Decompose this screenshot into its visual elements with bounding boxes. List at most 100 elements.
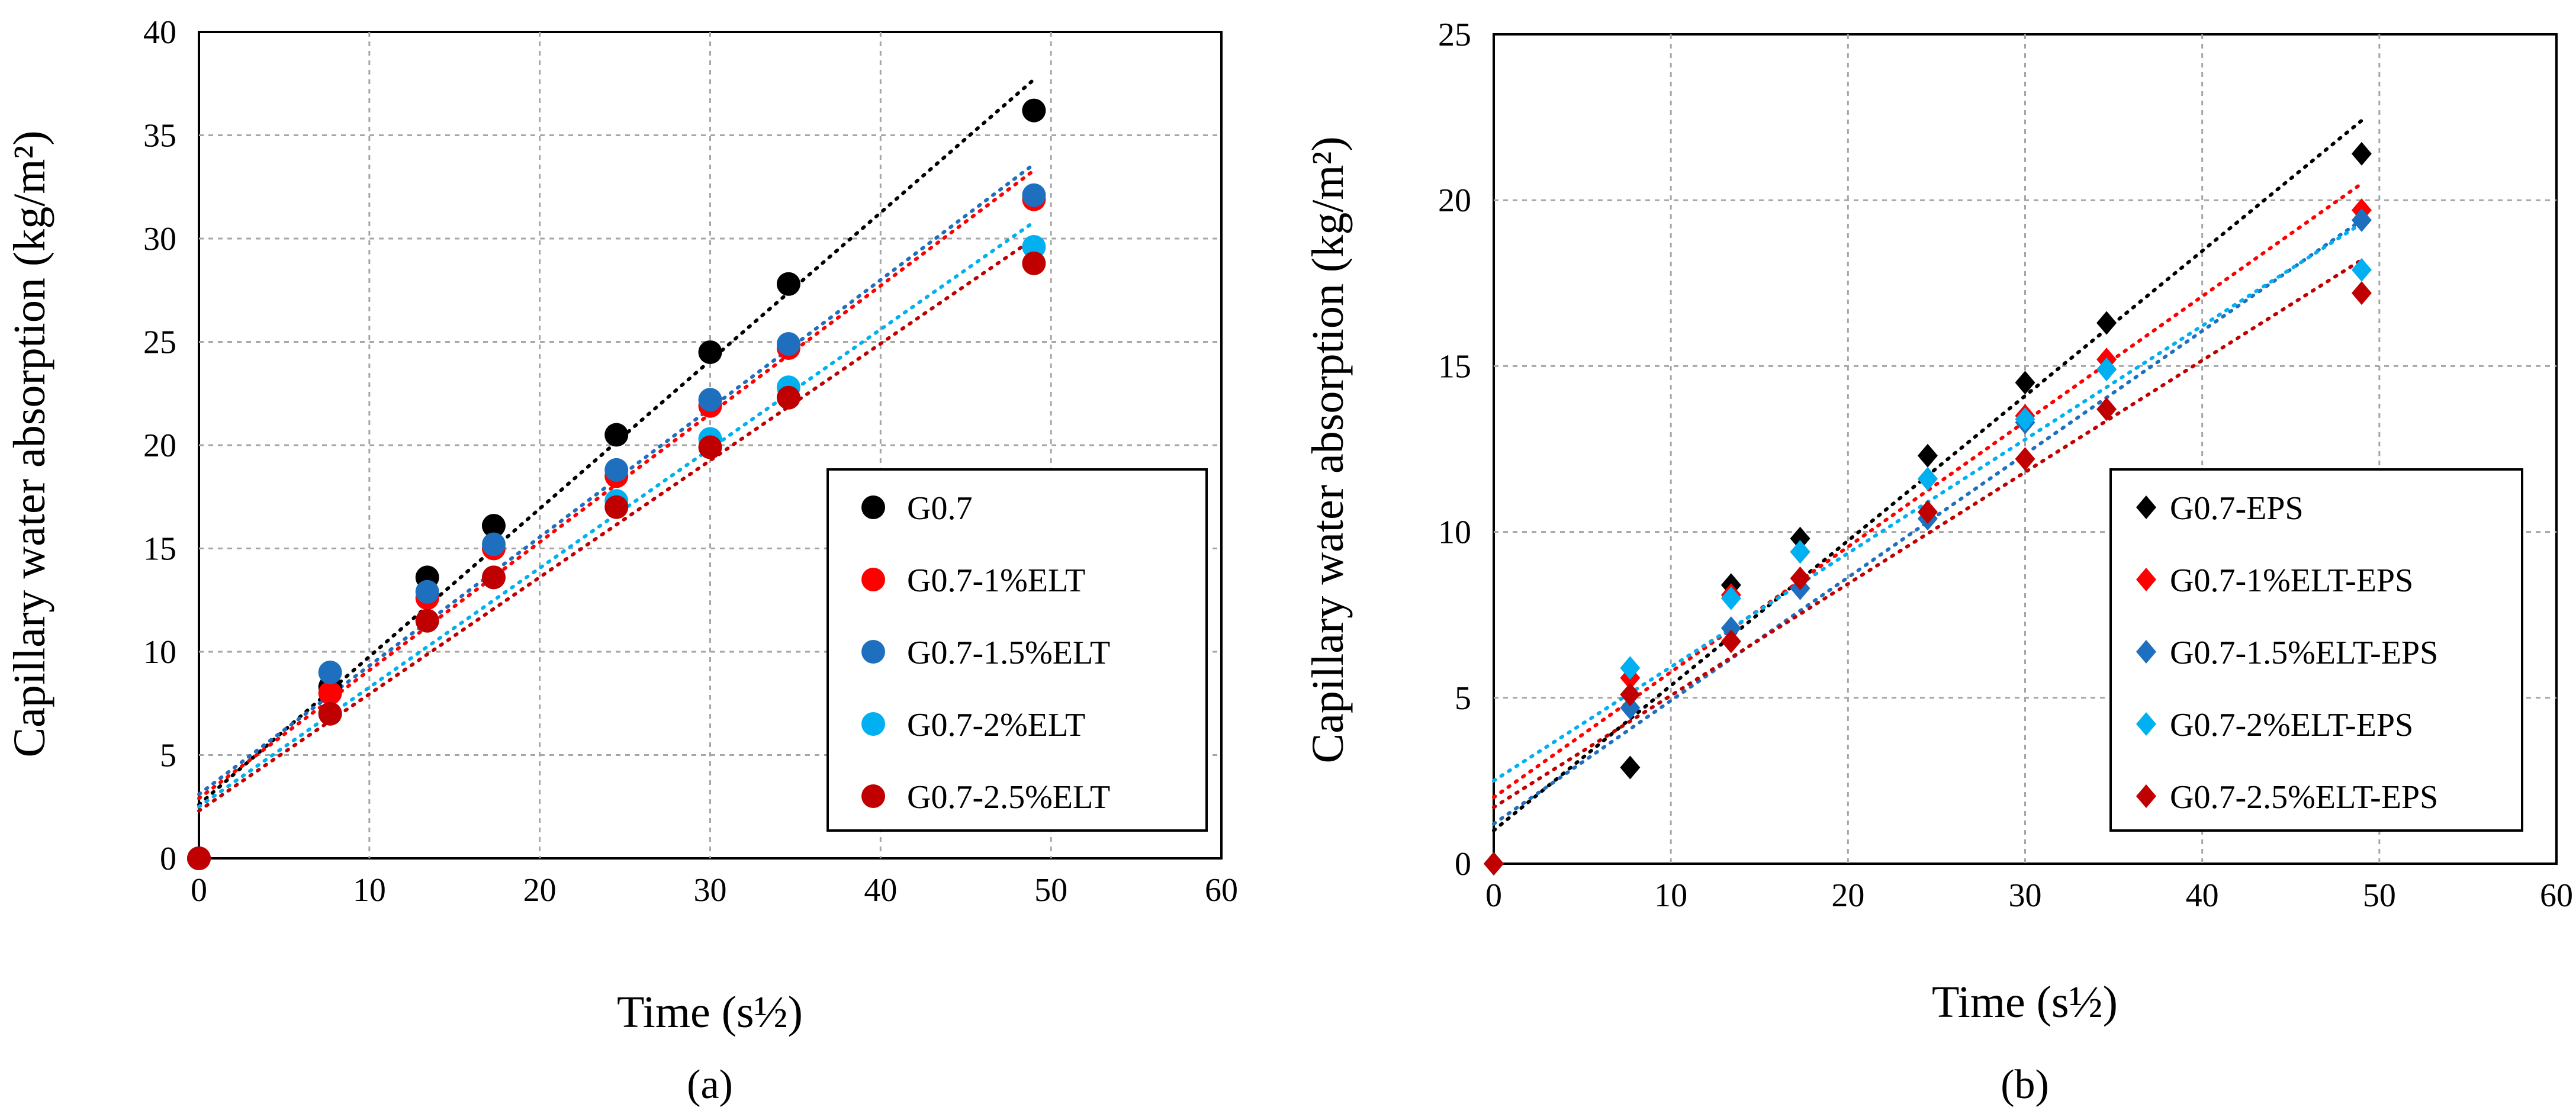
- panel-b-data-point: [1790, 540, 1810, 564]
- panel-a-y-axis-title: Capillary water absorption (kg/m²): [5, 130, 54, 757]
- panel-b-x-tick-label: 20: [1831, 877, 1864, 914]
- panel-a-legend-marker: [861, 568, 885, 591]
- panel-b-data-point: [2351, 208, 2372, 232]
- panel-b-data-point: [1917, 443, 1938, 468]
- panel-b-y-axis-title: Capillary water absorption (kg/m²): [1303, 136, 1353, 763]
- panel-b-x-tick-labels: 0 10 20 30 40 50 60: [1485, 877, 2573, 914]
- panel-a-legend-label: G0.7-2.5%ELT: [907, 779, 1110, 816]
- panel-b-legend-label: G0.7-1.5%ELT-EPS: [2170, 635, 2438, 671]
- panel-b-data-point: [2096, 358, 2117, 382]
- panel-a-data-point: [1022, 183, 1046, 207]
- panel-b-legend-label: G0.7-1%ELT-EPS: [2170, 562, 2413, 599]
- panel-b-legend-marker: [2136, 495, 2156, 519]
- panel-a-legend-marker: [861, 495, 885, 519]
- panel-b-y-tick-labels: 0 5 10 15 20 25: [1438, 17, 1471, 883]
- panel-a-data-point: [318, 681, 342, 705]
- panel-b-data-point: [1917, 500, 1938, 524]
- panel-a-x-tick-label: 40: [864, 872, 897, 909]
- panel-b-legend-label: G0.7-2%ELT-EPS: [2170, 707, 2413, 744]
- panel-a-legend-label: G0.7: [907, 490, 972, 527]
- panel-a-legend: G0.7 G0.7-1%ELT G0.7-1.5%ELT G0.7-2%ELT G0.7…: [826, 468, 1208, 832]
- panel-a-y-tick-label: 30: [143, 221, 176, 258]
- panel-a-x-tick-label: 50: [1034, 872, 1067, 909]
- panel-a-y-tick-label: 0: [160, 841, 176, 877]
- panel-a-data-point: [604, 423, 629, 447]
- panel-b-x-tick-label: 30: [2009, 877, 2042, 914]
- panel-b-data-points: [1484, 141, 2372, 876]
- panel-b-legend-label: G0.7-2.5%ELT-EPS: [2170, 779, 2438, 816]
- panel-a-x-tick-labels: 0 10 20 30 40 50 60: [191, 872, 1238, 909]
- panel-a-data-point: [318, 660, 342, 684]
- panel-b-x-axis-title: Time (s½): [1932, 977, 2118, 1027]
- panel-a-data-point: [1022, 251, 1046, 275]
- panel-b-x-tick-label: 50: [2363, 877, 2396, 914]
- panel-a-x-tick-label: 60: [1205, 872, 1238, 909]
- panel-b-data-point: [1620, 755, 1641, 780]
- panel-a-y-tick-label: 5: [160, 738, 176, 774]
- panel-a-data-point: [604, 495, 629, 519]
- panel-a-data-points: [187, 98, 1046, 870]
- panel-a-data-point: [318, 701, 342, 726]
- panel-a-y-tick-label: 15: [143, 531, 176, 568]
- panel-b-x-tick-label: 40: [2186, 877, 2219, 914]
- panel-a-y-tick-label: 10: [143, 634, 176, 671]
- panel-b-legend: G0.7-EPS G0.7-1%ELT-EPS G0.7-1.5%ELT-EPS G0…: [2109, 468, 2523, 832]
- panel-b-y-tick-label: 25: [1438, 17, 1471, 53]
- panel-b-data-point: [2015, 407, 2035, 432]
- panel-a-legend-marker: [861, 784, 885, 808]
- chart-panel-a: 0 10 20 30 40 50 60 0 5 10 15 20 25 30 35 40 Time (s½)…: [5, 14, 1238, 1108]
- panel-a-data-point: [481, 532, 506, 556]
- panel-a-x-tick-label: 30: [694, 872, 727, 909]
- panel-a-data-point: [698, 435, 722, 459]
- panel-b-trendline: [1492, 218, 2363, 826]
- chart-panel-b: 0 10 20 30 40 50 60 0 5 10 15 20 25 Time (s½) Capil…: [1303, 17, 2573, 1108]
- panel-b-data-point: [1917, 466, 1938, 491]
- panel-a-data-point: [698, 388, 722, 412]
- panel-b-y-tick-label: 20: [1438, 182, 1471, 219]
- panel-b-y-tick-label: 10: [1438, 514, 1471, 551]
- panel-a-data-point: [776, 332, 800, 356]
- panel-b-y-tick-label: 5: [1455, 680, 1471, 717]
- panel-a-x-tick-label: 20: [523, 872, 557, 909]
- panel-b-data-point: [1790, 526, 1810, 551]
- panel-a-legend-marker: [861, 640, 885, 664]
- panel-b-legend-label: G0.7-EPS: [2170, 490, 2304, 527]
- panel-a-x-tick-label: 10: [353, 872, 386, 909]
- panel-b-legend-marker: [2136, 784, 2156, 808]
- panel-b-legend-marker: [2136, 568, 2156, 591]
- panel-b-data-point: [2015, 371, 2035, 395]
- panel-a-x-tick-label: 0: [191, 872, 207, 909]
- panel-a-y-tick-label: 40: [143, 14, 176, 51]
- panel-a-data-point: [604, 458, 629, 482]
- panel-a-data-point: [776, 272, 800, 296]
- panel-a-legend-marker: [861, 712, 885, 736]
- panel-b-x-tick-label: 60: [2540, 877, 2573, 914]
- panel-a-y-tick-label: 25: [143, 324, 176, 361]
- panel-b-legend-marker: [2136, 640, 2156, 664]
- panel-b-data-point: [1790, 567, 1810, 591]
- panel-a-data-point: [415, 580, 439, 604]
- panel-a-y-tick-labels: 0 5 10 15 20 25 30 35 40: [143, 14, 176, 877]
- panel-a-legend-label: G0.7-2%ELT: [907, 707, 1085, 744]
- panel-a-data-point: [1022, 234, 1046, 259]
- panel-b-y-tick-label: 15: [1438, 348, 1471, 385]
- panel-a-data-point: [415, 609, 439, 633]
- panel-a-legend-label: G0.7-1%ELT: [907, 562, 1085, 599]
- panel-b-x-tick-label: 0: [1485, 877, 1502, 914]
- panel-b-caption: (b): [2001, 1062, 2049, 1108]
- panel-b-legend-box: [2109, 468, 2523, 832]
- panel-a-x-axis-title: Time (s½): [617, 987, 803, 1037]
- panel-a-data-point: [481, 514, 506, 538]
- panel-b-data-point: [2015, 447, 2035, 471]
- panel-a-legend-box: [826, 468, 1208, 832]
- panel-a-data-point: [1022, 98, 1046, 123]
- panel-b-data-point: [2096, 397, 2117, 421]
- panel-a-caption: (a): [687, 1062, 733, 1108]
- panel-b-data-point: [2351, 141, 2372, 166]
- panel-b-data-point: [2351, 281, 2372, 305]
- panel-b-data-point: [2096, 311, 2117, 335]
- panel-a-data-point: [187, 847, 211, 870]
- panel-a-data-point: [698, 340, 722, 364]
- panel-a-y-tick-label: 35: [143, 118, 176, 155]
